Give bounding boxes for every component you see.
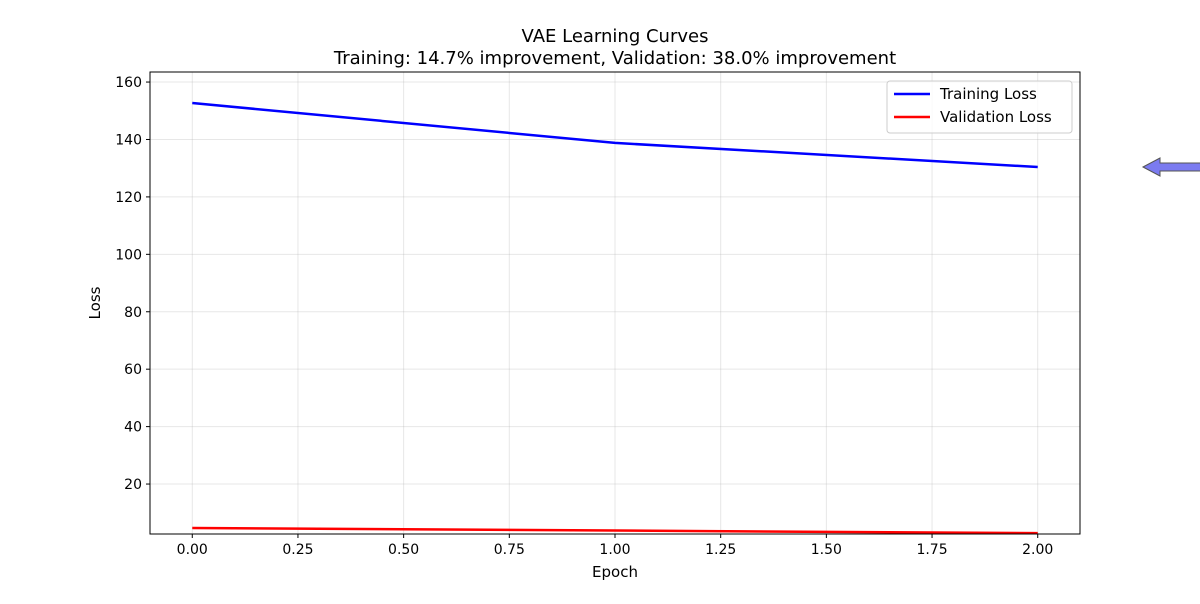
legend-label-validation: Validation Loss bbox=[940, 108, 1052, 126]
annotation-arrow-left-icon bbox=[1141, 157, 1200, 177]
series-lines bbox=[192, 101, 1038, 535]
training-loss-line bbox=[192, 101, 1038, 169]
x-tick-label: 0.50 bbox=[388, 542, 419, 558]
x-tick-label: 1.25 bbox=[705, 542, 736, 558]
y-tick-label: 160 bbox=[115, 75, 142, 91]
y-tick-label: 60 bbox=[124, 362, 142, 378]
x-tick-label: 1.75 bbox=[916, 542, 947, 558]
y-tick-label: 40 bbox=[124, 420, 142, 436]
y-tick-label: 80 bbox=[124, 305, 142, 321]
y-tick-label: 100 bbox=[115, 247, 142, 263]
y-axis-label: Loss bbox=[86, 286, 104, 319]
legend-label-training: Training Loss bbox=[939, 85, 1037, 103]
ticks: 0.00 0.25 0.50 0.75 1.00 1.25 1.50 1.75 2.00 20 40… bbox=[115, 75, 1053, 558]
grid bbox=[150, 72, 1080, 534]
y-tick-label: 120 bbox=[115, 190, 142, 206]
legend-box bbox=[886, 80, 1073, 134]
x-tick-label: 0.00 bbox=[177, 542, 208, 558]
y-tick-label: 140 bbox=[115, 132, 142, 148]
chart-subtitle: Training: 14.7% improvement, Validation:… bbox=[333, 48, 896, 69]
x-tick-label: 1.00 bbox=[599, 542, 630, 558]
x-tick-label: 1.50 bbox=[811, 542, 842, 558]
legend: Training Loss Validation Loss bbox=[886, 80, 1073, 134]
x-tick-label: 0.25 bbox=[282, 542, 313, 558]
x-tick-label: 0.75 bbox=[494, 542, 525, 558]
y-tick-label: 20 bbox=[124, 477, 142, 493]
x-axis-label: Epoch bbox=[592, 563, 638, 581]
chart-title: VAE Learning Curves bbox=[522, 26, 709, 47]
validation-loss-line bbox=[192, 526, 1038, 535]
x-tick-label: 2.00 bbox=[1022, 542, 1053, 558]
